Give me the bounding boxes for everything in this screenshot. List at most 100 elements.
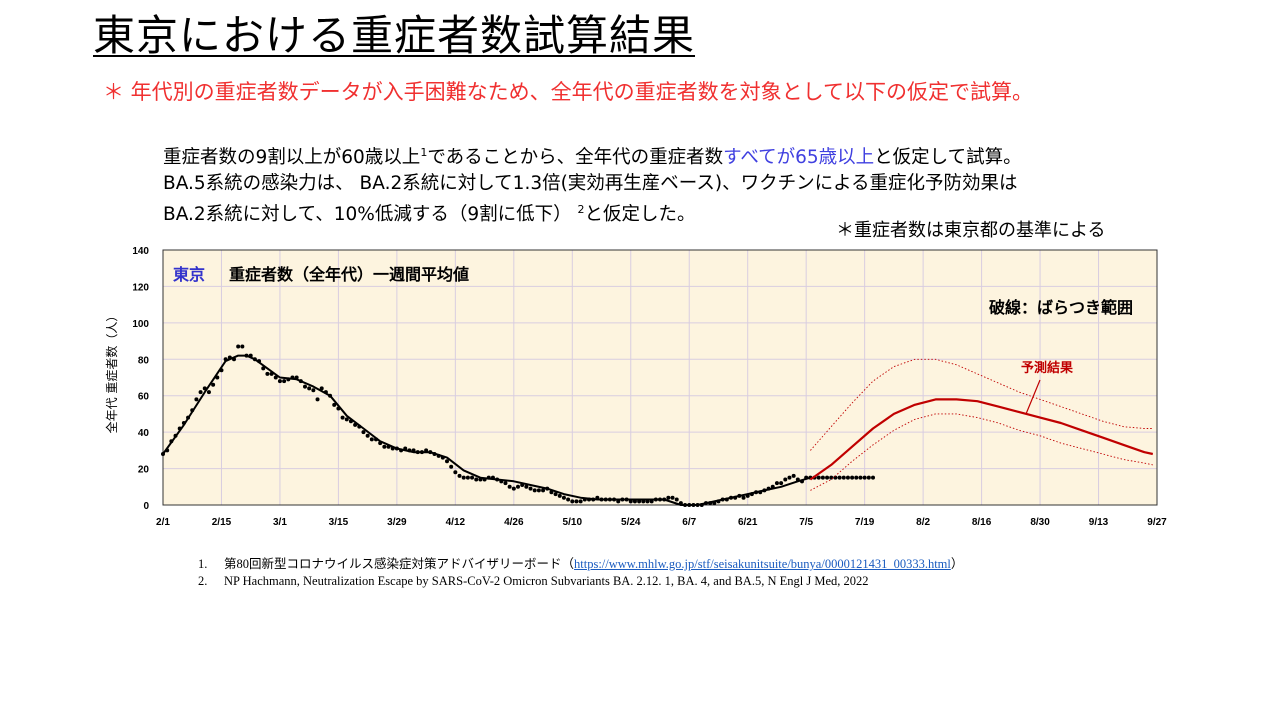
chart-title-region: 東京: [173, 265, 205, 284]
observed-data-point: [820, 475, 825, 480]
y-tick-label: 140: [132, 246, 149, 257]
observed-data-point: [666, 495, 671, 500]
ref-marker-1: 1: [420, 146, 428, 159]
observed-data-point: [557, 493, 562, 498]
reference-1-tail: ）: [950, 557, 964, 571]
observed-data-point: [465, 475, 470, 480]
observed-data-point: [461, 475, 466, 480]
observed-data-point: [457, 473, 462, 478]
observed-data-point: [532, 488, 537, 493]
observed-data-point: [361, 430, 366, 435]
observed-data-point: [528, 486, 533, 491]
observed-data-point: [825, 475, 830, 480]
observed-data-point: [578, 499, 583, 504]
observed-data-point: [553, 492, 558, 497]
observed-data-point: [574, 499, 579, 504]
observed-data-point: [674, 497, 679, 502]
reference-1: 1. 第80回新型コロナウイルス感染症対策アドバイザリーボード（https://w…: [198, 556, 963, 573]
desc-line-3: BA.2系統に対して、10%低減する（9割に低下） 2と仮定した。: [163, 197, 1123, 228]
x-tick-label: 2/1: [156, 517, 170, 528]
reference-1-link[interactable]: https://www.mhlw.go.jp/stf/seisakunitsui…: [574, 557, 951, 571]
desc-line-3-a: BA.2系統に対して、10%低減する（9割に低下）: [163, 204, 572, 225]
observed-data-point: [194, 397, 199, 402]
forecast-band-upper: [810, 358, 1153, 451]
observed-data-point: [854, 475, 859, 480]
observed-data-point: [365, 433, 370, 438]
assumption-note: ＊ 年代別の重症者数データが入手困難なため、全年代の重症者数を対象として以下の仮…: [103, 80, 1034, 104]
observed-data-point: [277, 379, 282, 384]
x-tick-label: 3/1: [273, 517, 287, 528]
observed-data-point: [236, 344, 241, 349]
x-tick-label: 4/12: [446, 517, 466, 528]
observed-data-point: [307, 386, 312, 391]
observed-data-point: [240, 344, 245, 349]
observed-data-point: [211, 382, 216, 387]
observed-data-point: [282, 379, 287, 384]
plot-area: [163, 250, 1157, 505]
observed-data-point: [866, 475, 871, 480]
observed-data-point: [541, 488, 546, 493]
observed-data-point: [311, 388, 316, 393]
observed-data-point: [779, 481, 784, 486]
criteria-note: ＊重症者数は東京都の基準による: [836, 220, 1106, 241]
observed-data-point: [474, 477, 479, 482]
y-tick-label: 60: [138, 392, 150, 403]
observed-data-point: [858, 475, 863, 480]
x-tick-label: 8/2: [916, 517, 930, 528]
x-tick-label: 7/5: [799, 517, 813, 528]
reference-2-text: NP Hachmann, Neutralization Escape by SA…: [224, 574, 869, 588]
x-tick-label: 3/29: [387, 517, 407, 528]
observed-data-point: [319, 386, 324, 391]
observed-data-point: [787, 475, 792, 480]
observed-data-point: [445, 459, 449, 464]
ref-marker-2: 2: [577, 203, 585, 216]
x-tick-label: 7/19: [855, 517, 875, 528]
desc-line-1-highlight: すべてが65歳以上: [723, 147, 875, 168]
observed-data-point: [198, 390, 203, 395]
observed-data-point: [871, 475, 875, 480]
y-tick-label: 40: [138, 428, 150, 439]
observed-data-point: [470, 475, 475, 480]
observed-data-point: [670, 495, 675, 500]
x-tick-label: 2/15: [212, 517, 232, 528]
page-title: 東京における重症者数試算結果: [93, 11, 696, 60]
forecast-line: [809, 398, 1154, 481]
reference-1-text: 第80回新型コロナウイルス感染症対策アドバイザリーボード（: [224, 557, 575, 571]
observed-data-point: [265, 371, 270, 376]
desc-line-1-a: 重症者数の9割以上が60歳以上: [163, 147, 421, 168]
observed-data-point: [516, 484, 520, 489]
observed-data-point: [841, 475, 846, 480]
band-legend: 破線：ばらつき範囲: [989, 298, 1133, 317]
x-tick-label: 9/27: [1147, 517, 1167, 528]
observed-data-point: [315, 397, 320, 402]
observed-data-point: [845, 475, 850, 480]
observed-data-point: [511, 486, 516, 491]
reference-2: 2. NP Hachmann, Neutralization Escape by …: [198, 573, 963, 590]
observed-data-point: [816, 475, 821, 480]
reference-1-num: 1.: [198, 557, 208, 571]
observed-data-point: [833, 475, 838, 480]
observed-data-point: [570, 499, 575, 504]
observed-data-point: [837, 475, 842, 480]
observed-data-point: [774, 481, 779, 486]
plot-frame: [162, 249, 1158, 506]
y-axis-label: 全年代 重症者数（人）: [104, 310, 119, 434]
observed-data-point: [503, 481, 508, 486]
x-tick-label: 9/13: [1089, 517, 1109, 528]
desc-line-1: 重症者数の9割以上が60歳以上1であることから、全年代の重症者数すべてが65歳以…: [163, 140, 1123, 171]
assumption-description: 重症者数の9割以上が60歳以上1であることから、全年代の重症者数すべてが65歳以…: [163, 140, 1123, 228]
observed-data-point: [566, 497, 571, 502]
x-tick-label: 3/15: [329, 517, 349, 528]
observed-data-point: [741, 495, 746, 500]
y-tick-label: 120: [132, 282, 149, 293]
observed-data-point: [449, 464, 454, 469]
x-tick-label: 5/24: [621, 517, 641, 528]
observed-data-point: [303, 384, 307, 389]
observed-data-point: [340, 415, 345, 420]
desc-line-2: BA.5系統の感染力は、 BA.2系統に対して1.3倍(実効再生産ベース)、ワク…: [163, 173, 1018, 194]
observed-data-point: [783, 477, 788, 482]
reference-2-num: 2.: [198, 574, 208, 588]
x-tick-label: 5/10: [563, 517, 583, 528]
desc-line-3-b: と仮定した。: [584, 204, 696, 225]
